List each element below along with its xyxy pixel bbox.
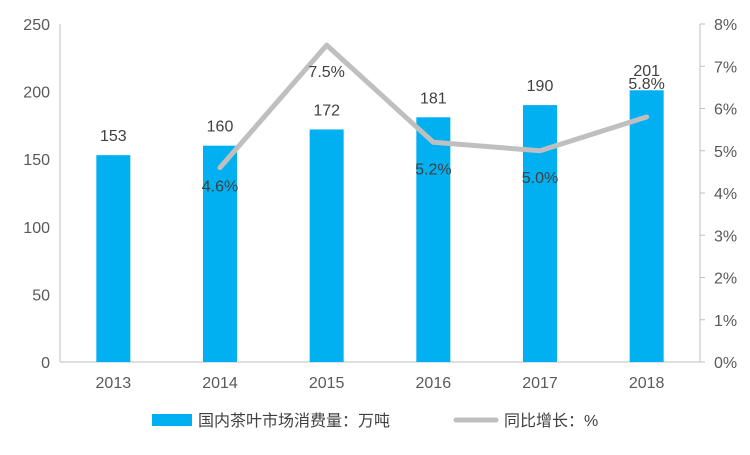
y-left-tick-label: 200 — [23, 85, 50, 102]
y-right-tick-label: 8% — [714, 17, 737, 34]
x-tick-label: 2015 — [309, 375, 345, 392]
legend-label-line: 同比增长：% — [504, 412, 598, 430]
y-right-tick-label: 3% — [714, 228, 737, 245]
bar-data-label: 181 — [420, 90, 447, 107]
y-left-tick-label: 0 — [41, 355, 50, 372]
bar-data-label: 153 — [100, 128, 127, 145]
y-right-tick-label: 5% — [714, 144, 737, 161]
bar-data-label: 190 — [527, 78, 554, 95]
growth-line — [217, 42, 650, 171]
y-right-tick-label: 4% — [714, 186, 737, 203]
axes: 0 50 100 150 200 250 0% 1% 2% 3% 4% 5% 6% 7% 8% 2013 201… — [23, 17, 737, 392]
legend: 国内茶叶市场消费量：万吨 同比增长：% — [152, 412, 598, 430]
y-right-tick-label: 2% — [714, 271, 737, 288]
x-tick-label: 2016 — [416, 375, 452, 392]
x-tick-label: 2014 — [202, 375, 238, 392]
bar-series — [96, 90, 664, 363]
legend-swatch-bar — [152, 414, 192, 426]
y-right-tick-label: 6% — [714, 102, 737, 119]
y-right-tick-label: 1% — [714, 313, 737, 330]
line-data-label: 4.6% — [202, 179, 238, 196]
bar — [416, 117, 451, 363]
line-data-label: 5.2% — [415, 161, 451, 178]
bar — [203, 145, 237, 362]
bar-data-label: 172 — [313, 102, 340, 119]
line-data-label: 7.5% — [308, 64, 344, 81]
x-tick-label: 2013 — [96, 375, 132, 392]
line-data-label: 5.8% — [628, 76, 664, 93]
y-left-tick-label: 250 — [23, 17, 50, 34]
bar-data-label: 160 — [207, 119, 234, 136]
x-tick-label: 2017 — [522, 375, 558, 392]
y-left-tick-label: 150 — [23, 152, 50, 169]
bar — [629, 90, 664, 363]
y-left-tick-label: 100 — [23, 220, 50, 237]
x-tick-label: 2018 — [629, 375, 665, 392]
line-data-label: 5.0% — [522, 170, 558, 187]
data-labels: 153 160 172 181 190 201 4.6% 7.5% 5.2% 5.0% 5.8% — [100, 63, 665, 195]
y-left-tick-label: 50 — [32, 287, 50, 304]
bar — [309, 129, 344, 362]
y-right-tick-label: 0% — [714, 355, 737, 372]
legend-label-bar: 国内茶叶市场消费量：万吨 — [198, 412, 390, 430]
bar-data-label: 201 — [633, 63, 660, 80]
y-right-tick-label: 7% — [714, 59, 737, 76]
bar — [523, 105, 557, 363]
line-series — [217, 42, 650, 171]
bar — [96, 155, 131, 362]
